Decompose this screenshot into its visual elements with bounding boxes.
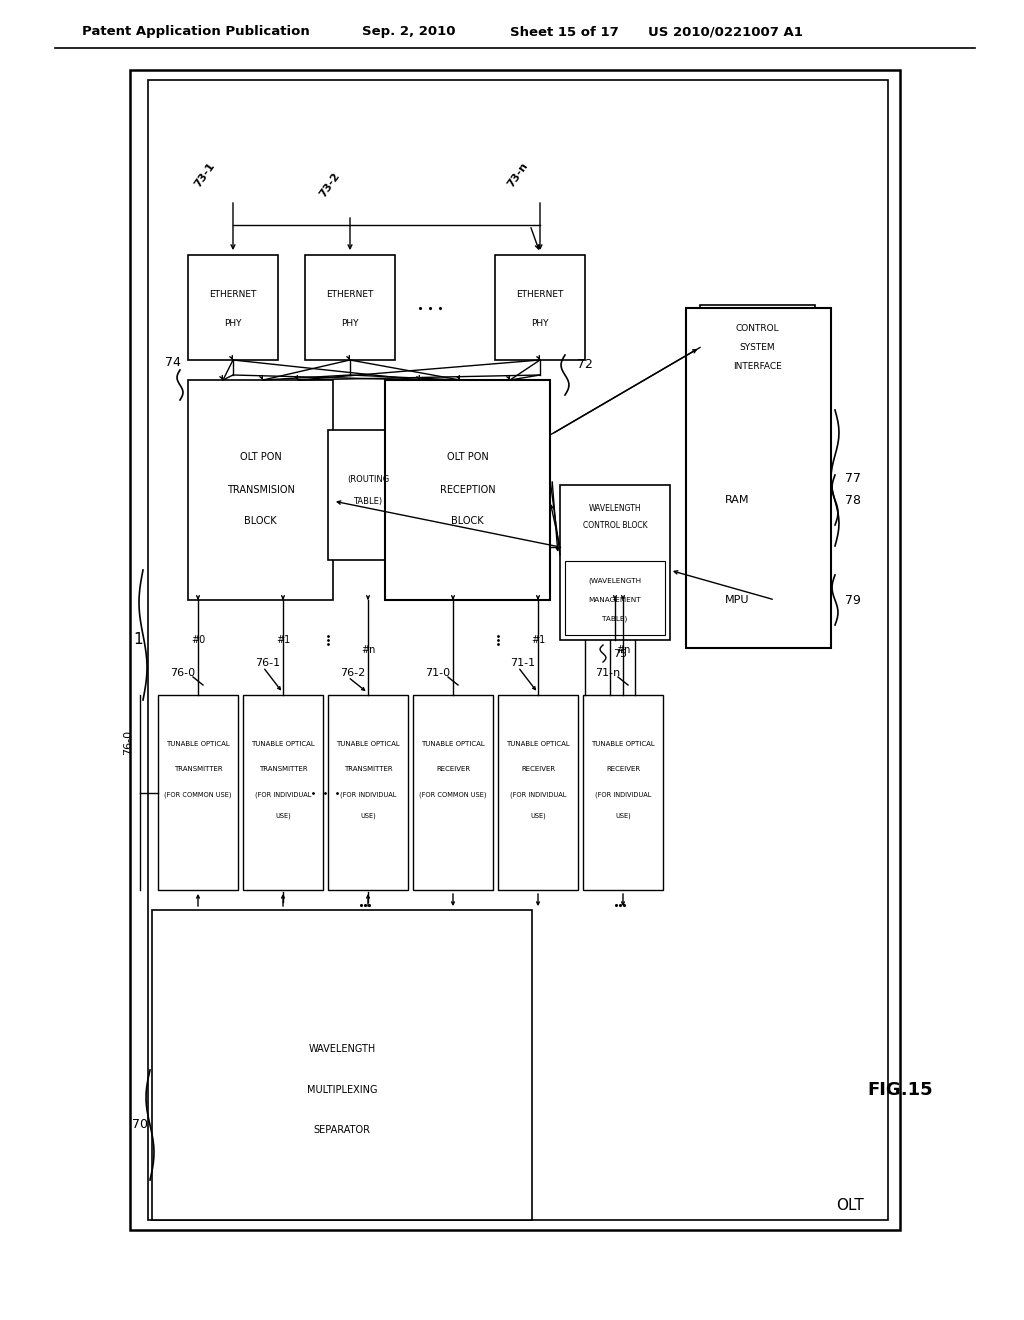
- Bar: [495, 255, 585, 360]
- Bar: [328, 696, 408, 890]
- Text: WAVELENGTH: WAVELENGTH: [589, 504, 641, 512]
- Bar: [152, 909, 532, 1220]
- Text: RECEIVER: RECEIVER: [436, 766, 470, 772]
- Bar: [700, 305, 815, 389]
- Text: TUNABLE OPTICAL: TUNABLE OPTICAL: [166, 741, 229, 747]
- Bar: [158, 696, 238, 890]
- Bar: [148, 81, 888, 1220]
- Text: OLT PON: OLT PON: [240, 451, 282, 462]
- Bar: [565, 561, 665, 635]
- Text: 78: 78: [845, 494, 861, 507]
- Text: 71-1: 71-1: [510, 657, 536, 668]
- Text: TRANSMITTER: TRANSMITTER: [344, 766, 392, 772]
- Bar: [700, 470, 775, 531]
- Text: TABLE): TABLE): [602, 615, 628, 622]
- Text: 76-2: 76-2: [340, 668, 366, 678]
- Text: Patent Application Publication: Patent Application Publication: [82, 25, 309, 38]
- Bar: [130, 70, 900, 1230]
- Bar: [413, 696, 493, 890]
- Text: TUNABLE OPTICAL: TUNABLE OPTICAL: [336, 741, 400, 747]
- Bar: [700, 570, 775, 630]
- Text: BLOCK: BLOCK: [244, 516, 276, 525]
- Text: USE): USE): [615, 813, 631, 820]
- Text: 1: 1: [133, 632, 142, 648]
- Text: 79: 79: [845, 594, 861, 606]
- Text: 71-0: 71-0: [425, 668, 451, 678]
- Text: INTERFACE: INTERFACE: [733, 362, 782, 371]
- Text: #1: #1: [530, 635, 545, 645]
- Text: ETHERNET: ETHERNET: [327, 290, 374, 300]
- Text: RECEPTION: RECEPTION: [439, 484, 496, 495]
- Text: CONTROL: CONTROL: [735, 325, 779, 333]
- Bar: [385, 380, 550, 601]
- Text: TUNABLE OPTICAL: TUNABLE OPTICAL: [421, 741, 485, 747]
- Text: USE): USE): [530, 813, 546, 820]
- Text: TRANSMISION: TRANSMISION: [226, 484, 295, 495]
- Text: (FOR COMMON USE): (FOR COMMON USE): [164, 791, 231, 797]
- Text: 76-1: 76-1: [255, 657, 281, 668]
- Text: CONTROL BLOCK: CONTROL BLOCK: [583, 521, 647, 529]
- Text: SEPARATOR: SEPARATOR: [313, 1125, 371, 1135]
- Text: SYSTEM: SYSTEM: [739, 343, 775, 352]
- Text: (FOR INDIVIDUAL: (FOR INDIVIDUAL: [510, 791, 566, 797]
- Text: 73-2: 73-2: [317, 170, 342, 199]
- Bar: [188, 255, 278, 360]
- Text: BLOCK: BLOCK: [452, 516, 483, 525]
- Text: TUNABLE OPTICAL: TUNABLE OPTICAL: [591, 741, 655, 747]
- Text: PHY: PHY: [341, 318, 358, 327]
- Text: TABLE): TABLE): [353, 498, 383, 506]
- Bar: [498, 696, 578, 890]
- Text: TRANSMITTER: TRANSMITTER: [259, 766, 307, 772]
- Bar: [686, 308, 831, 648]
- Text: (ROUTING: (ROUTING: [347, 475, 389, 484]
- Text: USE): USE): [275, 813, 291, 820]
- Bar: [560, 484, 670, 640]
- Text: Sheet 15 of 17: Sheet 15 of 17: [510, 25, 618, 38]
- Bar: [243, 696, 323, 890]
- Bar: [305, 255, 395, 360]
- Text: (FOR INDIVIDUAL: (FOR INDIVIDUAL: [255, 791, 311, 797]
- Text: 76-0: 76-0: [123, 730, 133, 755]
- Text: MPU: MPU: [725, 595, 750, 605]
- Text: MULTIPLEXING: MULTIPLEXING: [307, 1085, 377, 1094]
- Text: RECEIVER: RECEIVER: [521, 766, 555, 772]
- Text: TUNABLE OPTICAL: TUNABLE OPTICAL: [506, 741, 570, 747]
- Text: US 2010/0221007 A1: US 2010/0221007 A1: [648, 25, 803, 38]
- Text: USE): USE): [360, 813, 376, 820]
- Text: RAM: RAM: [725, 495, 750, 506]
- Text: TUNABLE OPTICAL: TUNABLE OPTICAL: [251, 741, 314, 747]
- Text: 73-n: 73-n: [506, 161, 530, 189]
- Text: 70: 70: [132, 1118, 148, 1131]
- Bar: [583, 696, 663, 890]
- Text: #n: #n: [615, 645, 630, 655]
- Text: #n: #n: [360, 645, 375, 655]
- Text: PHY: PHY: [224, 318, 242, 327]
- Text: 73-1: 73-1: [193, 161, 217, 189]
- Bar: [328, 430, 408, 560]
- Text: (WAVELENGTH: (WAVELENGTH: [589, 578, 642, 585]
- Text: FIG.15: FIG.15: [867, 1081, 933, 1100]
- Text: WAVELENGTH: WAVELENGTH: [308, 1044, 376, 1055]
- Bar: [188, 380, 333, 601]
- Text: 71-n: 71-n: [595, 668, 621, 678]
- Text: ETHERNET: ETHERNET: [516, 290, 563, 300]
- Text: 74: 74: [165, 355, 181, 368]
- Text: MANAGEMENT: MANAGEMENT: [589, 597, 641, 603]
- Text: (FOR INDIVIDUAL: (FOR INDIVIDUAL: [595, 791, 651, 797]
- Text: #0: #0: [190, 635, 205, 645]
- Text: PHY: PHY: [531, 318, 549, 327]
- Text: 72: 72: [578, 359, 593, 371]
- Text: 75: 75: [613, 649, 627, 659]
- Text: TRANSMITTER: TRANSMITTER: [174, 766, 222, 772]
- Text: (FOR INDIVIDUAL: (FOR INDIVIDUAL: [340, 791, 396, 797]
- Text: OLT PON: OLT PON: [446, 451, 488, 462]
- Text: 76-0: 76-0: [170, 668, 196, 678]
- Text: 77: 77: [845, 471, 861, 484]
- Text: ETHERNET: ETHERNET: [209, 290, 257, 300]
- Text: #1: #1: [275, 635, 290, 645]
- Text: RECEIVER: RECEIVER: [606, 766, 640, 772]
- Text: (FOR COMMON USE): (FOR COMMON USE): [419, 791, 486, 797]
- Text: OLT: OLT: [837, 1197, 864, 1213]
- Text: Sep. 2, 2010: Sep. 2, 2010: [362, 25, 456, 38]
